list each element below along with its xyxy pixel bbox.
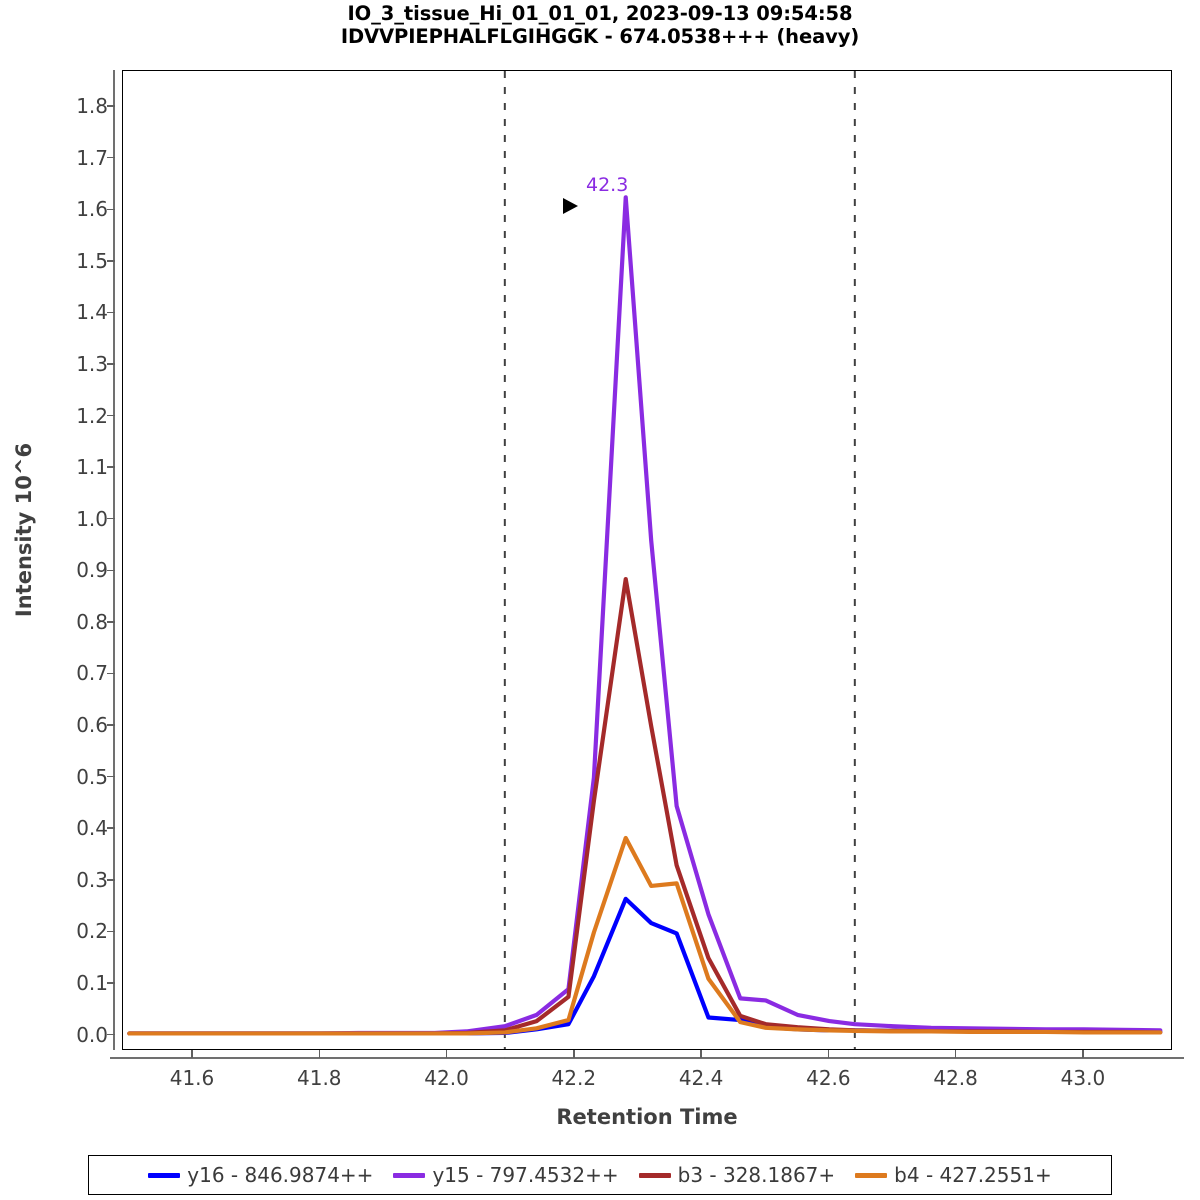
- x-tick-label: 41.6: [169, 1066, 215, 1090]
- legend: y16 - 846.9874++ y15 - 797.4532++ b3 - 3…: [88, 1155, 1112, 1195]
- chart-title: IO_3_tissue_Hi_01_01_01, 2023-09-13 09:5…: [0, 2, 1200, 48]
- legend-color-swatch: [393, 1172, 426, 1178]
- legend-item[interactable]: b4 - 427.2551+: [855, 1163, 1052, 1187]
- x-tick-label: 41.8: [297, 1066, 342, 1090]
- legend-item-label: b4 - 427.2551+: [894, 1163, 1052, 1187]
- legend-item-label: y16 - 846.9874++: [187, 1163, 374, 1187]
- peak-apex-label: 42.3: [586, 174, 629, 196]
- chromatogram-trace[interactable]: [127, 835, 1163, 1036]
- legend-color-swatch: [148, 1172, 181, 1178]
- chromatogram-trace[interactable]: [127, 896, 1163, 1036]
- x-tick-label: 42.8: [933, 1066, 978, 1090]
- plot-area[interactable]: [122, 70, 1172, 1050]
- title-line-peptide: IDVVPIEPHALFLGIHGGK - 674.0538+++ (heavy…: [340, 25, 860, 48]
- legend-item-label: b3 - 328.1867+: [677, 1163, 836, 1187]
- x-tick-label: 42.0: [424, 1066, 469, 1090]
- x-tick-label: 42.6: [806, 1066, 851, 1090]
- legend-item[interactable]: b3 - 328.1867+: [638, 1163, 836, 1187]
- legend-item-label: y15 - 797.4532++: [432, 1163, 619, 1187]
- chromatogram-trace[interactable]: [127, 576, 1163, 1036]
- x-axis-line: [110, 1057, 1184, 1059]
- legend-color-swatch: [855, 1172, 888, 1178]
- x-axis-label: Retention Time: [556, 1105, 738, 1129]
- peak-apex-marker-icon[interactable]: [563, 198, 578, 214]
- legend-item[interactable]: y15 - 797.4532++: [393, 1163, 619, 1187]
- legend-item[interactable]: y16 - 846.9874++: [148, 1163, 373, 1187]
- legend-color-swatch: [638, 1172, 671, 1178]
- y-axis-label: Intensity 10^6: [12, 442, 36, 618]
- x-tick-label: 42.2: [551, 1066, 597, 1090]
- x-tick-label: 43.0: [1060, 1066, 1106, 1090]
- title-line-file: IO_3_tissue_Hi_01_01_01, 2023-09-13 09:5…: [347, 2, 853, 25]
- y-axis-line: [113, 70, 115, 1050]
- x-tick-label: 42.4: [678, 1066, 724, 1090]
- chromatogram-trace[interactable]: [127, 195, 1163, 1036]
- chromatogram-traces: [127, 71, 1163, 1049]
